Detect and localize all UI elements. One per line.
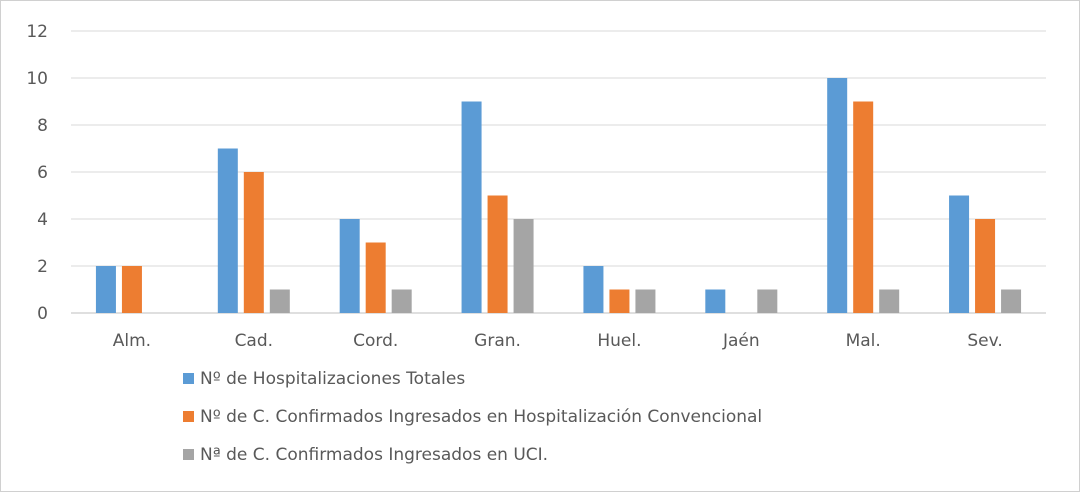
bar <box>635 289 656 313</box>
bar <box>583 266 604 313</box>
legend-swatch <box>183 411 194 422</box>
bar <box>391 289 412 313</box>
legend-label: Nº de Hospitalizaciones Totales <box>200 369 465 389</box>
y-tick-label: 8 <box>37 116 48 136</box>
bar <box>609 289 630 313</box>
x-tick-label: Sev. <box>967 331 1002 351</box>
x-tick-label: Cord. <box>353 331 398 351</box>
y-tick-label: 6 <box>37 163 48 183</box>
bar <box>705 289 726 313</box>
bar <box>879 289 900 313</box>
bar <box>827 78 848 313</box>
legend-swatch <box>183 449 194 460</box>
bar <box>269 289 290 313</box>
y-tick-label: 4 <box>37 210 48 230</box>
bar <box>365 242 386 313</box>
bar <box>95 266 116 313</box>
bar <box>975 219 996 313</box>
bar <box>1001 289 1022 313</box>
x-tick-label: Mal. <box>846 331 881 351</box>
bar <box>461 101 482 313</box>
x-tick-label: Gran. <box>474 331 521 351</box>
y-tick-label: 12 <box>26 22 48 42</box>
bar <box>853 101 874 313</box>
bar <box>339 219 360 313</box>
y-tick-label: 0 <box>37 304 48 324</box>
bar <box>217 148 238 313</box>
legend-swatch <box>183 373 194 384</box>
legend-label: Nº de C. Confirmados Ingresados en Hospi… <box>200 407 762 427</box>
x-tick-label: Huel. <box>597 331 641 351</box>
legend-label: Nª de C. Confirmados Ingresados en UCI. <box>200 445 548 465</box>
bar <box>487 195 508 313</box>
bar <box>121 266 142 313</box>
bar <box>513 219 534 313</box>
y-tick-label: 10 <box>26 69 48 89</box>
bar <box>243 172 264 313</box>
bar <box>949 195 970 313</box>
x-tick-label: Alm. <box>113 331 151 351</box>
y-tick-label: 2 <box>37 257 48 277</box>
x-tick-label: Cad. <box>235 331 273 351</box>
x-tick-label: Jaén <box>722 331 760 351</box>
bar <box>757 289 778 313</box>
